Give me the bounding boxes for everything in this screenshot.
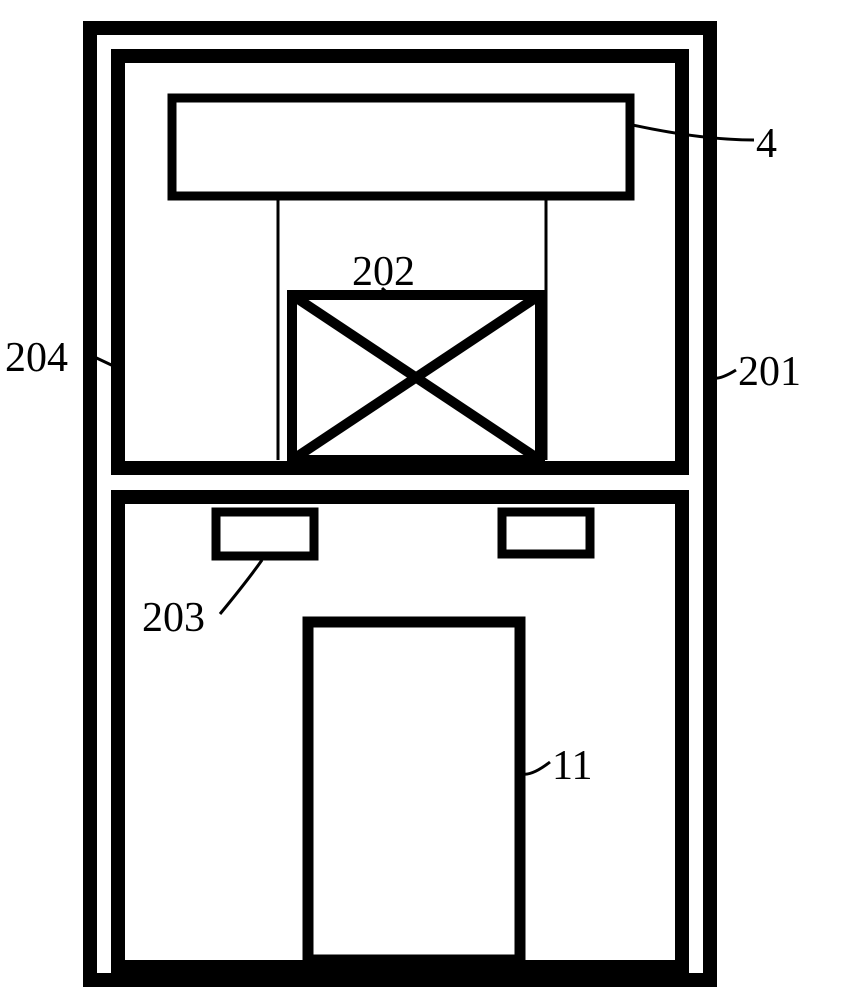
label-11: 11	[552, 742, 592, 790]
label-203: 203	[142, 594, 205, 642]
lower-panel	[118, 497, 682, 967]
leader-4	[628, 124, 754, 140]
leader-11	[522, 762, 550, 774]
label-204: 204	[5, 334, 68, 382]
cross-box-group	[292, 295, 540, 460]
label-4: 4	[756, 120, 777, 168]
small-rect-right	[502, 512, 590, 554]
tall-rect	[308, 622, 520, 960]
leader-203	[220, 560, 262, 614]
small-rect-left	[216, 512, 314, 556]
top-wide-rect	[172, 98, 630, 196]
label-202: 202	[352, 248, 415, 296]
technical-diagram	[0, 0, 868, 1000]
label-201: 201	[738, 348, 801, 396]
